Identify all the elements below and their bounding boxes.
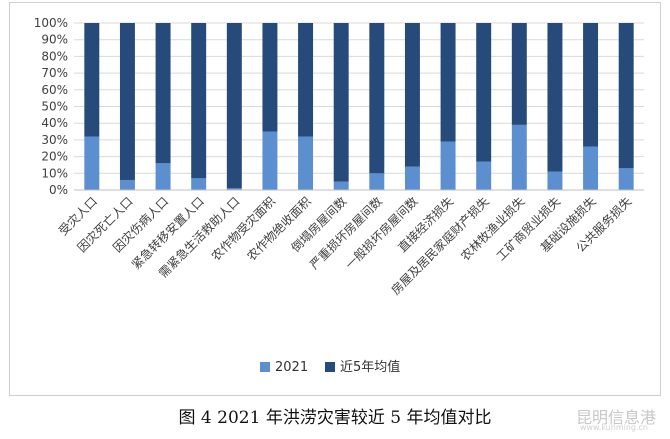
bar-avg5yr-9	[404, 23, 420, 167]
bar-avg5yr-4	[226, 23, 242, 189]
y-tick-label: 0%	[49, 183, 68, 197]
chart-frame: 0% 10% 20% 30% 40% 50% 60% 70% 80% 90% 100% 受灾人口 因灾…	[9, 2, 661, 396]
bar-y2021-6	[298, 136, 314, 190]
bar-avg5yr-10	[440, 23, 456, 142]
y-tick-label: 90%	[41, 33, 68, 47]
bar-y2021-9	[404, 166, 420, 190]
bar-y2021-2	[155, 163, 171, 190]
category-label: 工矿商贸业损失	[493, 194, 563, 264]
bar-y2021-7	[333, 181, 349, 190]
bar-avg5yr-2	[155, 23, 171, 164]
legend-label-avg5yr: 近5年均值	[340, 359, 400, 375]
legend-swatch-y2021	[260, 362, 270, 372]
bar-y2021-5	[262, 131, 278, 190]
bar-y2021-11	[476, 161, 492, 190]
bar-avg5yr-12	[511, 23, 527, 125]
bar-y2021-0	[84, 136, 100, 190]
y-tick-label: 20%	[41, 150, 68, 164]
y-tick-label: 30%	[41, 133, 68, 147]
figure-caption: 图 4 2021 年洪涝灾害较近 5 年均值对比	[178, 408, 492, 428]
bar-y2021-13	[547, 171, 563, 190]
bar-y2021-4	[226, 188, 242, 190]
bar-avg5yr-3	[191, 23, 207, 179]
bar-avg5yr-15	[618, 23, 634, 169]
bar-avg5yr-14	[583, 23, 599, 147]
bar-avg5yr-0	[84, 23, 100, 137]
category-labels: 受灾人口因灾死亡人口因灾伤病人口紧急转移安置人口需紧急生活救助人口农作物受灾面积…	[55, 194, 634, 298]
y-tick-label: 50%	[41, 100, 68, 114]
legend-swatch-avg5yr	[325, 362, 335, 372]
legend-label-y2021: 2021	[275, 360, 308, 375]
y-tick-label: 60%	[41, 83, 68, 97]
y-axis-ticks: 0% 10% 20% 30% 40% 50% 60% 70% 80% 90% 100%	[34, 16, 68, 197]
y-tick-label: 100%	[34, 16, 68, 30]
bar-avg5yr-11	[476, 23, 492, 162]
y-tick-label: 80%	[41, 49, 68, 63]
category-label: 农作物绝收面积	[244, 194, 314, 264]
bar-avg5yr-1	[119, 23, 135, 180]
bar-y2021-15	[618, 168, 634, 190]
y-tick-label: 40%	[41, 116, 68, 130]
watermark-text: 昆明信息港	[575, 408, 656, 427]
bar-y2021-8	[369, 173, 385, 190]
watermark-subtext: www.kunming.cn	[579, 423, 648, 432]
bar-avg5yr-8	[369, 23, 385, 174]
bar-y2021-10	[440, 141, 456, 190]
y-tick-label: 70%	[41, 66, 68, 80]
bar-avg5yr-13	[547, 23, 563, 172]
bar-y2021-12	[511, 124, 527, 190]
y-tick-label: 10%	[41, 166, 68, 180]
category-label: 农作物受灾面积	[208, 194, 278, 264]
bar-avg5yr-6	[298, 23, 314, 137]
bar-avg5yr-5	[262, 23, 278, 132]
stacked-bar-chart: 0% 10% 20% 30% 40% 50% 60% 70% 80% 90% 100% 受灾人口因灾…	[34, 16, 644, 375]
bar-avg5yr-7	[333, 23, 349, 182]
category-label: 农林牧渔业损失	[457, 194, 527, 264]
bars	[84, 23, 634, 190]
bar-y2021-14	[583, 146, 599, 190]
legend: 2021 近5年均值	[260, 359, 400, 375]
bar-y2021-3	[191, 178, 207, 190]
bar-y2021-1	[119, 179, 135, 190]
